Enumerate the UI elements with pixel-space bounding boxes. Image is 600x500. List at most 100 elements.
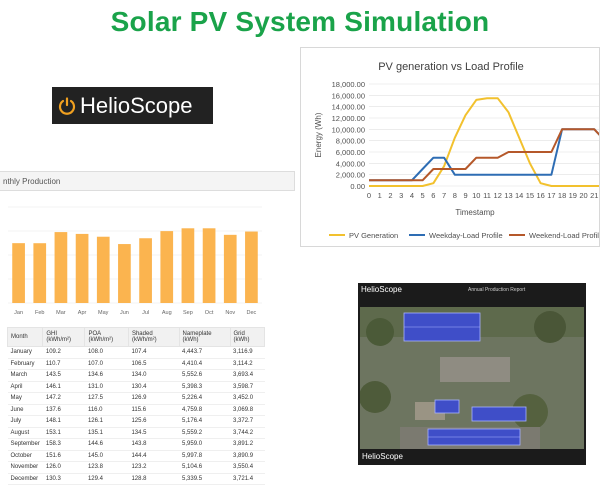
legend-label: Weekend-Load Profile <box>529 231 600 240</box>
table-cell: 116.0 <box>84 404 129 416</box>
table-cell: 151.6 <box>42 450 85 462</box>
table-cell: 125.6 <box>128 415 180 428</box>
table-cell: 129.4 <box>84 473 129 485</box>
table-row: November 126.0 123.8 123.2 5,104.6 3,550.4 <box>7 461 265 474</box>
y-tick-label: 6,000.00 <box>336 148 365 157</box>
legend-label: Weekday-Load Profile <box>429 231 503 240</box>
report-top-bar: HelioScope Annual Production Report <box>358 283 586 297</box>
x-tick-label: 18 <box>558 191 566 200</box>
helioscope-logo: HelioScope <box>52 87 213 124</box>
x-tick-label: 10 <box>472 191 480 200</box>
x-tick-label: 3 <box>399 191 403 200</box>
bar-jul <box>139 238 152 303</box>
table-cell: 4,410.4 <box>179 358 231 370</box>
table-cell: 3,890.9 <box>230 450 265 462</box>
series-line-1 <box>369 128 599 182</box>
table-cell: September <box>7 438 43 451</box>
table-cell: October <box>7 450 43 462</box>
report-logo: HelioScope <box>361 285 402 294</box>
table-cell: 3,891.2 <box>230 438 265 451</box>
y-tick-label: 0.00 <box>350 182 365 191</box>
table-row: May 147.2 127.5 126.9 5,226.4 3,452.0 <box>7 392 265 405</box>
table-cell: 5,339.5 <box>179 473 231 485</box>
series-line-0 <box>369 97 599 187</box>
bar-jan <box>12 243 25 303</box>
x-tick-label: 5 <box>421 191 425 200</box>
table-cell: 5,226.4 <box>179 392 231 405</box>
table-cell: 109.2 <box>42 346 85 359</box>
table-row: July 148.1 126.1 125.6 5,176.4 3,372.7 <box>7 415 265 428</box>
bar-dec <box>245 231 258 303</box>
table-cell: April <box>7 381 43 393</box>
table-row: April 146.1 131.0 130.4 5,398.3 3,598.7 <box>7 381 265 393</box>
table-row: June 137.6 116.0 115.6 4,759.8 3,069.8 <box>7 404 265 416</box>
table-cell: 106.5 <box>128 358 180 370</box>
table-cell: 135.1 <box>84 427 129 439</box>
table-cell: 108.0 <box>84 346 129 359</box>
x-tick-label: 17 <box>547 191 555 200</box>
table-cell: 158.3 <box>42 438 85 451</box>
x-tick-label: Jan <box>14 310 23 316</box>
y-tick-label: 2,000.00 <box>336 171 365 180</box>
table-header-cell: Shaded (kWh/m²) <box>127 327 180 347</box>
x-tick-label: Jul <box>142 310 149 316</box>
table-cell: 5,398.3 <box>179 381 231 393</box>
satellite-site-map <box>360 307 584 449</box>
x-tick-label: 19 <box>569 191 577 200</box>
table-cell: 3,069.8 <box>230 404 265 416</box>
x-tick-label: 15 <box>526 191 534 200</box>
table-cell: 110.7 <box>42 358 85 370</box>
table-cell: 5,997.8 <box>179 450 231 462</box>
chart-title: PV generation vs Load Profile <box>378 61 524 73</box>
table-cell: 5,176.4 <box>179 415 231 428</box>
x-tick-label: 1 <box>378 191 382 200</box>
table-row: September 158.3 144.6 143.8 5,959.0 3,891.2 <box>7 438 265 451</box>
table-cell: 126.1 <box>84 415 129 428</box>
x-axis-label: Timestamp <box>455 208 495 217</box>
table-cell: 3,452.0 <box>230 392 265 405</box>
table-cell: May <box>7 392 43 405</box>
table-row: January 109.2 108.0 107.4 4,443.7 3,116.9 <box>7 346 265 359</box>
table-header-cell: Month <box>6 327 44 347</box>
table-cell: 134.6 <box>84 369 129 382</box>
bar-oct <box>202 228 216 303</box>
table-cell: 3,598.7 <box>230 381 265 393</box>
x-tick-label: 11 <box>483 191 491 200</box>
table-cell: 5,552.6 <box>179 369 231 382</box>
x-tick-label: 20 <box>579 191 587 200</box>
x-tick-label: Jun <box>120 310 129 316</box>
x-tick-label: Mar <box>56 310 66 316</box>
bar-may <box>96 236 110 303</box>
table-cell: 144.4 <box>128 450 180 462</box>
table-cell: January <box>7 346 43 359</box>
table-row: October 151.6 145.0 144.4 5,997.8 3,890.9 <box>7 450 265 462</box>
table-cell: 3,372.7 <box>230 415 265 428</box>
table-cell: 148.1 <box>42 415 85 428</box>
x-tick-label: 14 <box>515 191 523 200</box>
table-cell: 137.6 <box>42 404 85 416</box>
table-cell: 3,116.9 <box>230 346 265 359</box>
y-tick-label: 12,000.00 <box>332 114 365 123</box>
bar-jun <box>118 244 131 303</box>
report-bottom-logo: HelioScope <box>362 452 403 461</box>
x-tick-label: 12 <box>494 191 502 200</box>
series-line-2 <box>369 128 599 182</box>
table-cell: 5,559.2 <box>179 427 231 439</box>
pv-vs-load-chart: PV generation vs Load Profile 0.00 2,000.0… <box>314 61 600 240</box>
pv-vs-load-chart-panel: PV generation vs Load Profile 0.00 2,000.0… <box>300 47 600 247</box>
x-tick-label: 8 <box>453 191 457 200</box>
table-cell: 144.6 <box>84 438 129 451</box>
table-cell: July <box>7 415 43 428</box>
x-tick-label: Oct <box>205 310 214 316</box>
x-tick-label: 21 <box>590 191 598 200</box>
y-tick-label: 8,000.00 <box>336 137 365 146</box>
table-cell: June <box>7 404 43 416</box>
table-cell: 3,550.4 <box>230 461 265 474</box>
table-cell: 126.9 <box>128 392 180 405</box>
x-tick-label: Sep <box>183 310 193 316</box>
table-cell: 145.0 <box>84 450 129 462</box>
annual-production-report-panel: HelioScope Annual Production Report Heli… <box>358 283 586 465</box>
table-header-cell: GHI (kWh/m²) <box>42 327 86 347</box>
x-tick-label: 2 <box>388 191 392 200</box>
table-cell: 147.2 <box>42 392 85 405</box>
